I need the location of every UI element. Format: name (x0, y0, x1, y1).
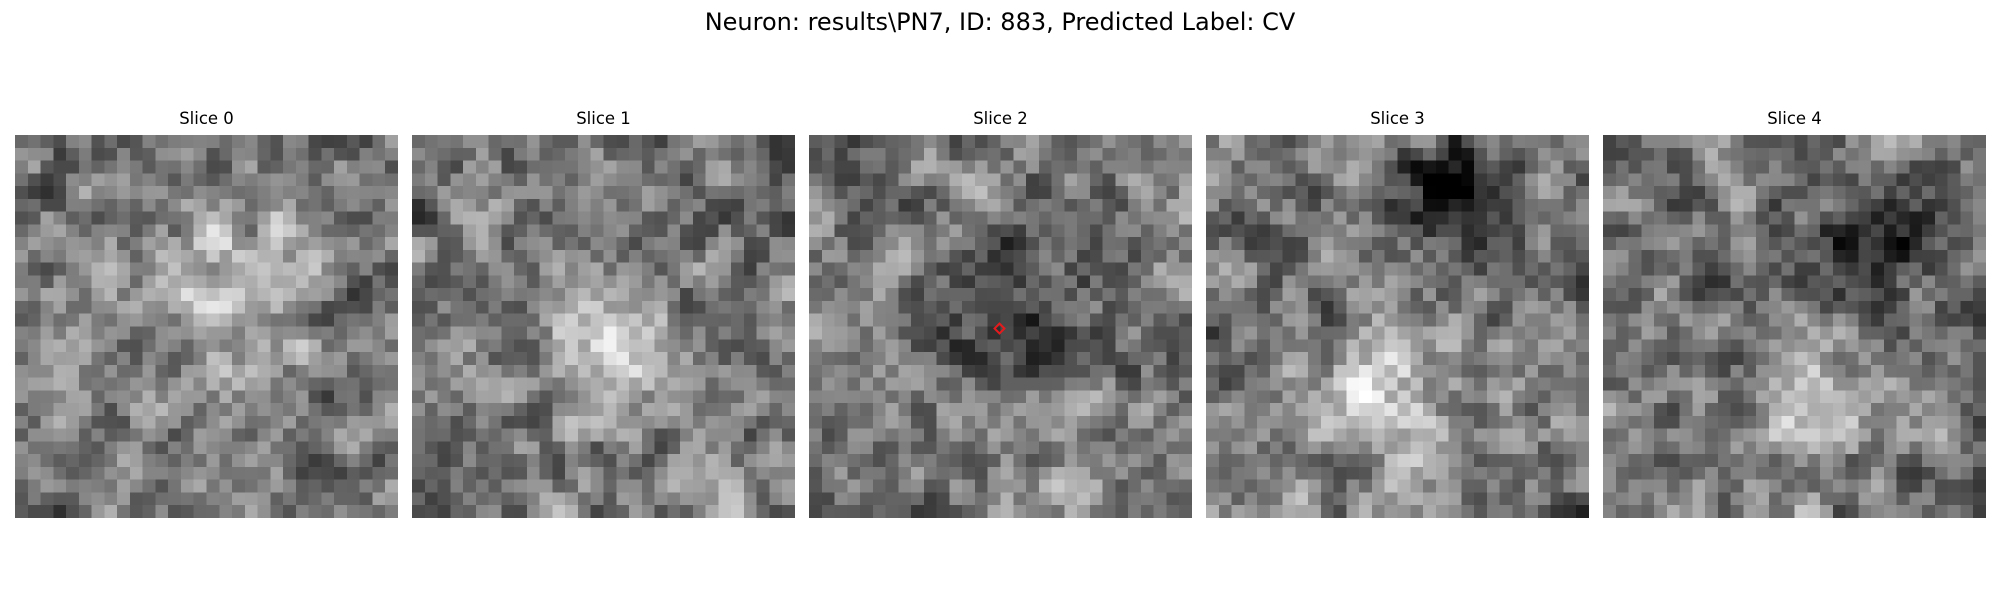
slice-title: Slice 3 (1370, 109, 1425, 128)
figure-title: Neuron: results\PN7, ID: 883, Predicted … (704, 8, 1296, 36)
slice-title: Slice 0 (179, 109, 234, 128)
slice-image (1206, 135, 1589, 518)
slice-image (809, 135, 1192, 518)
slice-title: Slice 4 (1767, 109, 1822, 128)
slice-title: Slice 1 (576, 109, 631, 128)
slice-image (1603, 135, 1986, 518)
slice-image (412, 135, 795, 518)
slice-title: Slice 2 (973, 109, 1028, 128)
slice-image (15, 135, 398, 518)
